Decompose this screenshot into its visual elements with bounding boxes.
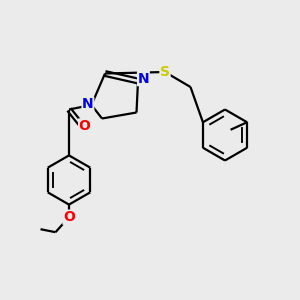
Text: N: N	[82, 98, 94, 111]
Text: N: N	[138, 72, 149, 86]
Text: S: S	[160, 65, 170, 79]
Text: O: O	[79, 119, 91, 133]
Text: O: O	[63, 210, 75, 224]
